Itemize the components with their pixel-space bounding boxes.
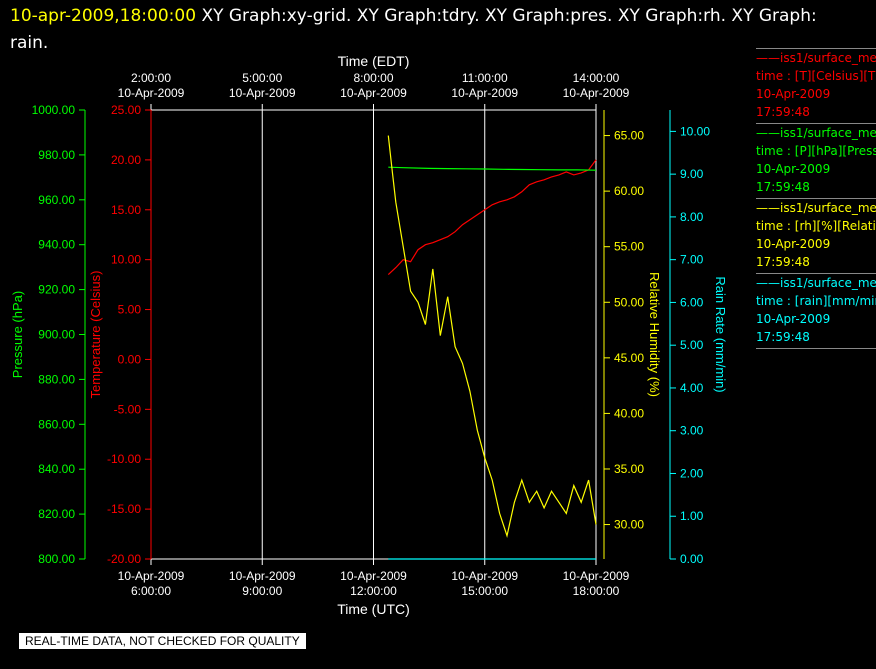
y-tick-label: 840.00 <box>38 462 75 476</box>
x-tick-label-date: 10-Apr-2009 <box>340 86 407 100</box>
y-axis-title-humidity: Relative Humidity (%) <box>647 272 662 397</box>
y-axis-title-rain: Rain Rate (mm/min) <box>713 276 728 392</box>
legend-date: 10-Apr-2009 <box>756 162 831 176</box>
legend-divider <box>756 348 876 349</box>
y-tick-label: 8.00 <box>680 210 704 224</box>
x-tick-label-time: 5:00:00 <box>242 71 282 85</box>
legend-time: 17:59:48 <box>756 180 810 194</box>
y-tick-label: 960.00 <box>38 193 75 207</box>
y-tick-label: 920.00 <box>38 283 75 297</box>
x-tick-label-date: 10-Apr-2009 <box>118 569 185 583</box>
y-tick-label: 3.00 <box>680 424 704 438</box>
y-tick-label: -15.00 <box>107 502 141 516</box>
y-tick-label: 4.00 <box>680 381 704 395</box>
x-tick-label-time: 8:00:00 <box>353 71 393 85</box>
y-tick-label: 9.00 <box>680 167 704 181</box>
y-tick-label: 20.00 <box>111 153 141 167</box>
y-tick-label: -5.00 <box>114 402 142 416</box>
x-tick-label-time: 6:00:00 <box>131 584 171 598</box>
series-line-pressure <box>388 166 597 171</box>
legend-date: 10-Apr-2009 <box>756 312 831 326</box>
y-tick-label: 0.00 <box>118 352 142 366</box>
y-tick-label: 65.00 <box>614 129 644 143</box>
page-title: 10-apr-2009,18:00:00 XY Graph:xy-grid. X… <box>10 3 860 57</box>
x-tick-label-time: 12:00:00 <box>350 584 397 598</box>
y-tick-label: 820.00 <box>38 507 75 521</box>
y-tick-label: 15.00 <box>111 203 141 217</box>
legend-entry-pressure[interactable]: ——iss1/surface_me time : [P][hPa][Press … <box>756 123 876 198</box>
legend-title: ——iss1/surface_me <box>756 126 876 140</box>
x-tick-label-time: 2:00:00 <box>131 71 171 85</box>
y-tick-label: -10.00 <box>107 452 141 466</box>
y-tick-label: 6.00 <box>680 295 704 309</box>
y-tick-label: 10.00 <box>680 124 710 138</box>
y-tick-label: 0.00 <box>680 552 704 566</box>
timestamp: 10-apr-2009,18:00:00 <box>10 6 197 26</box>
y-axis-title-temperature: Temperature (Celsius) <box>88 271 103 399</box>
series-line-temperature <box>387 159 597 276</box>
legend-line: time : [P][hPa][Press <box>756 144 876 158</box>
y-tick-label: 800.00 <box>38 552 75 566</box>
y-tick-label: 40.00 <box>614 406 644 420</box>
x-tick-label-date: 10-Apr-2009 <box>229 569 296 583</box>
legend-time: 17:59:48 <box>756 255 810 269</box>
y-tick-label: 7.00 <box>680 253 704 267</box>
legend-date: 10-Apr-2009 <box>756 87 831 101</box>
legend-title: ——iss1/surface_me <box>756 276 876 290</box>
y-tick-label: 45.00 <box>614 351 644 365</box>
x-tick-label-time: 11:00:00 <box>462 71 508 85</box>
x-tick-label-date: 10-Apr-2009 <box>229 86 296 100</box>
x-tick-label-date: 10-Apr-2009 <box>563 86 630 100</box>
y-tick-label: 860.00 <box>38 417 75 431</box>
series-line-humidity <box>387 135 597 538</box>
y-axis-title-pressure: Pressure (hPa) <box>10 291 25 378</box>
y-tick-label: 1000.00 <box>32 103 76 117</box>
legend-time: 17:59:48 <box>756 330 810 344</box>
x-tick-label-date: 10-Apr-2009 <box>340 569 407 583</box>
y-tick-label: 1.00 <box>680 509 704 523</box>
y-tick-label: 5.00 <box>680 338 704 352</box>
x-axis-title-bottom: Time (UTC) <box>337 601 410 617</box>
x-tick-label-date: 10-Apr-2009 <box>451 86 518 100</box>
y-tick-label: 55.00 <box>614 240 644 254</box>
legend-title: ——iss1/surface_me <box>756 51 876 65</box>
y-tick-label: 900.00 <box>38 328 75 342</box>
x-tick-label-date: 10-Apr-2009 <box>118 86 185 100</box>
y-tick-label: 50.00 <box>614 295 644 309</box>
x-tick-label-time: 18:00:00 <box>573 584 620 598</box>
legend-line: time : [rh][%][Relati <box>756 219 876 233</box>
legend-entry-rain[interactable]: ——iss1/surface_me time : [rain][mm/min 1… <box>756 273 876 348</box>
x-tick-label-date: 10-Apr-2009 <box>451 569 518 583</box>
legend-entry-humidity[interactable]: ——iss1/surface_me time : [rh][%][Relati … <box>756 198 876 273</box>
y-tick-label: 35.00 <box>614 462 644 476</box>
y-tick-label: 60.00 <box>614 184 644 198</box>
x-tick-label-time: 14:00:00 <box>573 71 620 85</box>
x-tick-label-date: 10-Apr-2009 <box>563 569 630 583</box>
disclaimer-label: REAL-TIME DATA, NOT CHECKED FOR QUALITY <box>19 633 306 649</box>
y-tick-label: 2.00 <box>680 466 704 480</box>
y-tick-label: 10.00 <box>111 253 141 267</box>
legend-panel: ——iss1/surface_me time : [T][Celsius][T … <box>756 48 876 349</box>
legend-line: time : [rain][mm/min <box>756 294 876 308</box>
y-tick-label: -20.00 <box>107 552 141 566</box>
legend-date: 10-Apr-2009 <box>756 237 831 251</box>
x-tick-label-time: 9:00:00 <box>242 584 282 598</box>
legend-entry-temperature[interactable]: ——iss1/surface_me time : [T][Celsius][T … <box>756 48 876 123</box>
y-tick-label: 5.00 <box>118 303 142 317</box>
y-tick-label: 25.00 <box>111 103 141 117</box>
x-axis-title-top: Time (EDT) <box>338 53 410 69</box>
y-tick-label: 880.00 <box>38 372 75 386</box>
y-tick-label: 30.00 <box>614 518 644 532</box>
y-tick-label: 980.00 <box>38 148 75 162</box>
graph-list: XY Graph:xy-grid. XY Graph:tdry. XY Grap… <box>10 6 817 53</box>
legend-line: time : [T][Celsius][T <box>756 69 876 83</box>
y-tick-label: 940.00 <box>38 238 75 252</box>
legend-title: ——iss1/surface_me <box>756 201 876 215</box>
legend-time: 17:59:48 <box>756 105 810 119</box>
x-tick-label-time: 15:00:00 <box>461 584 508 598</box>
